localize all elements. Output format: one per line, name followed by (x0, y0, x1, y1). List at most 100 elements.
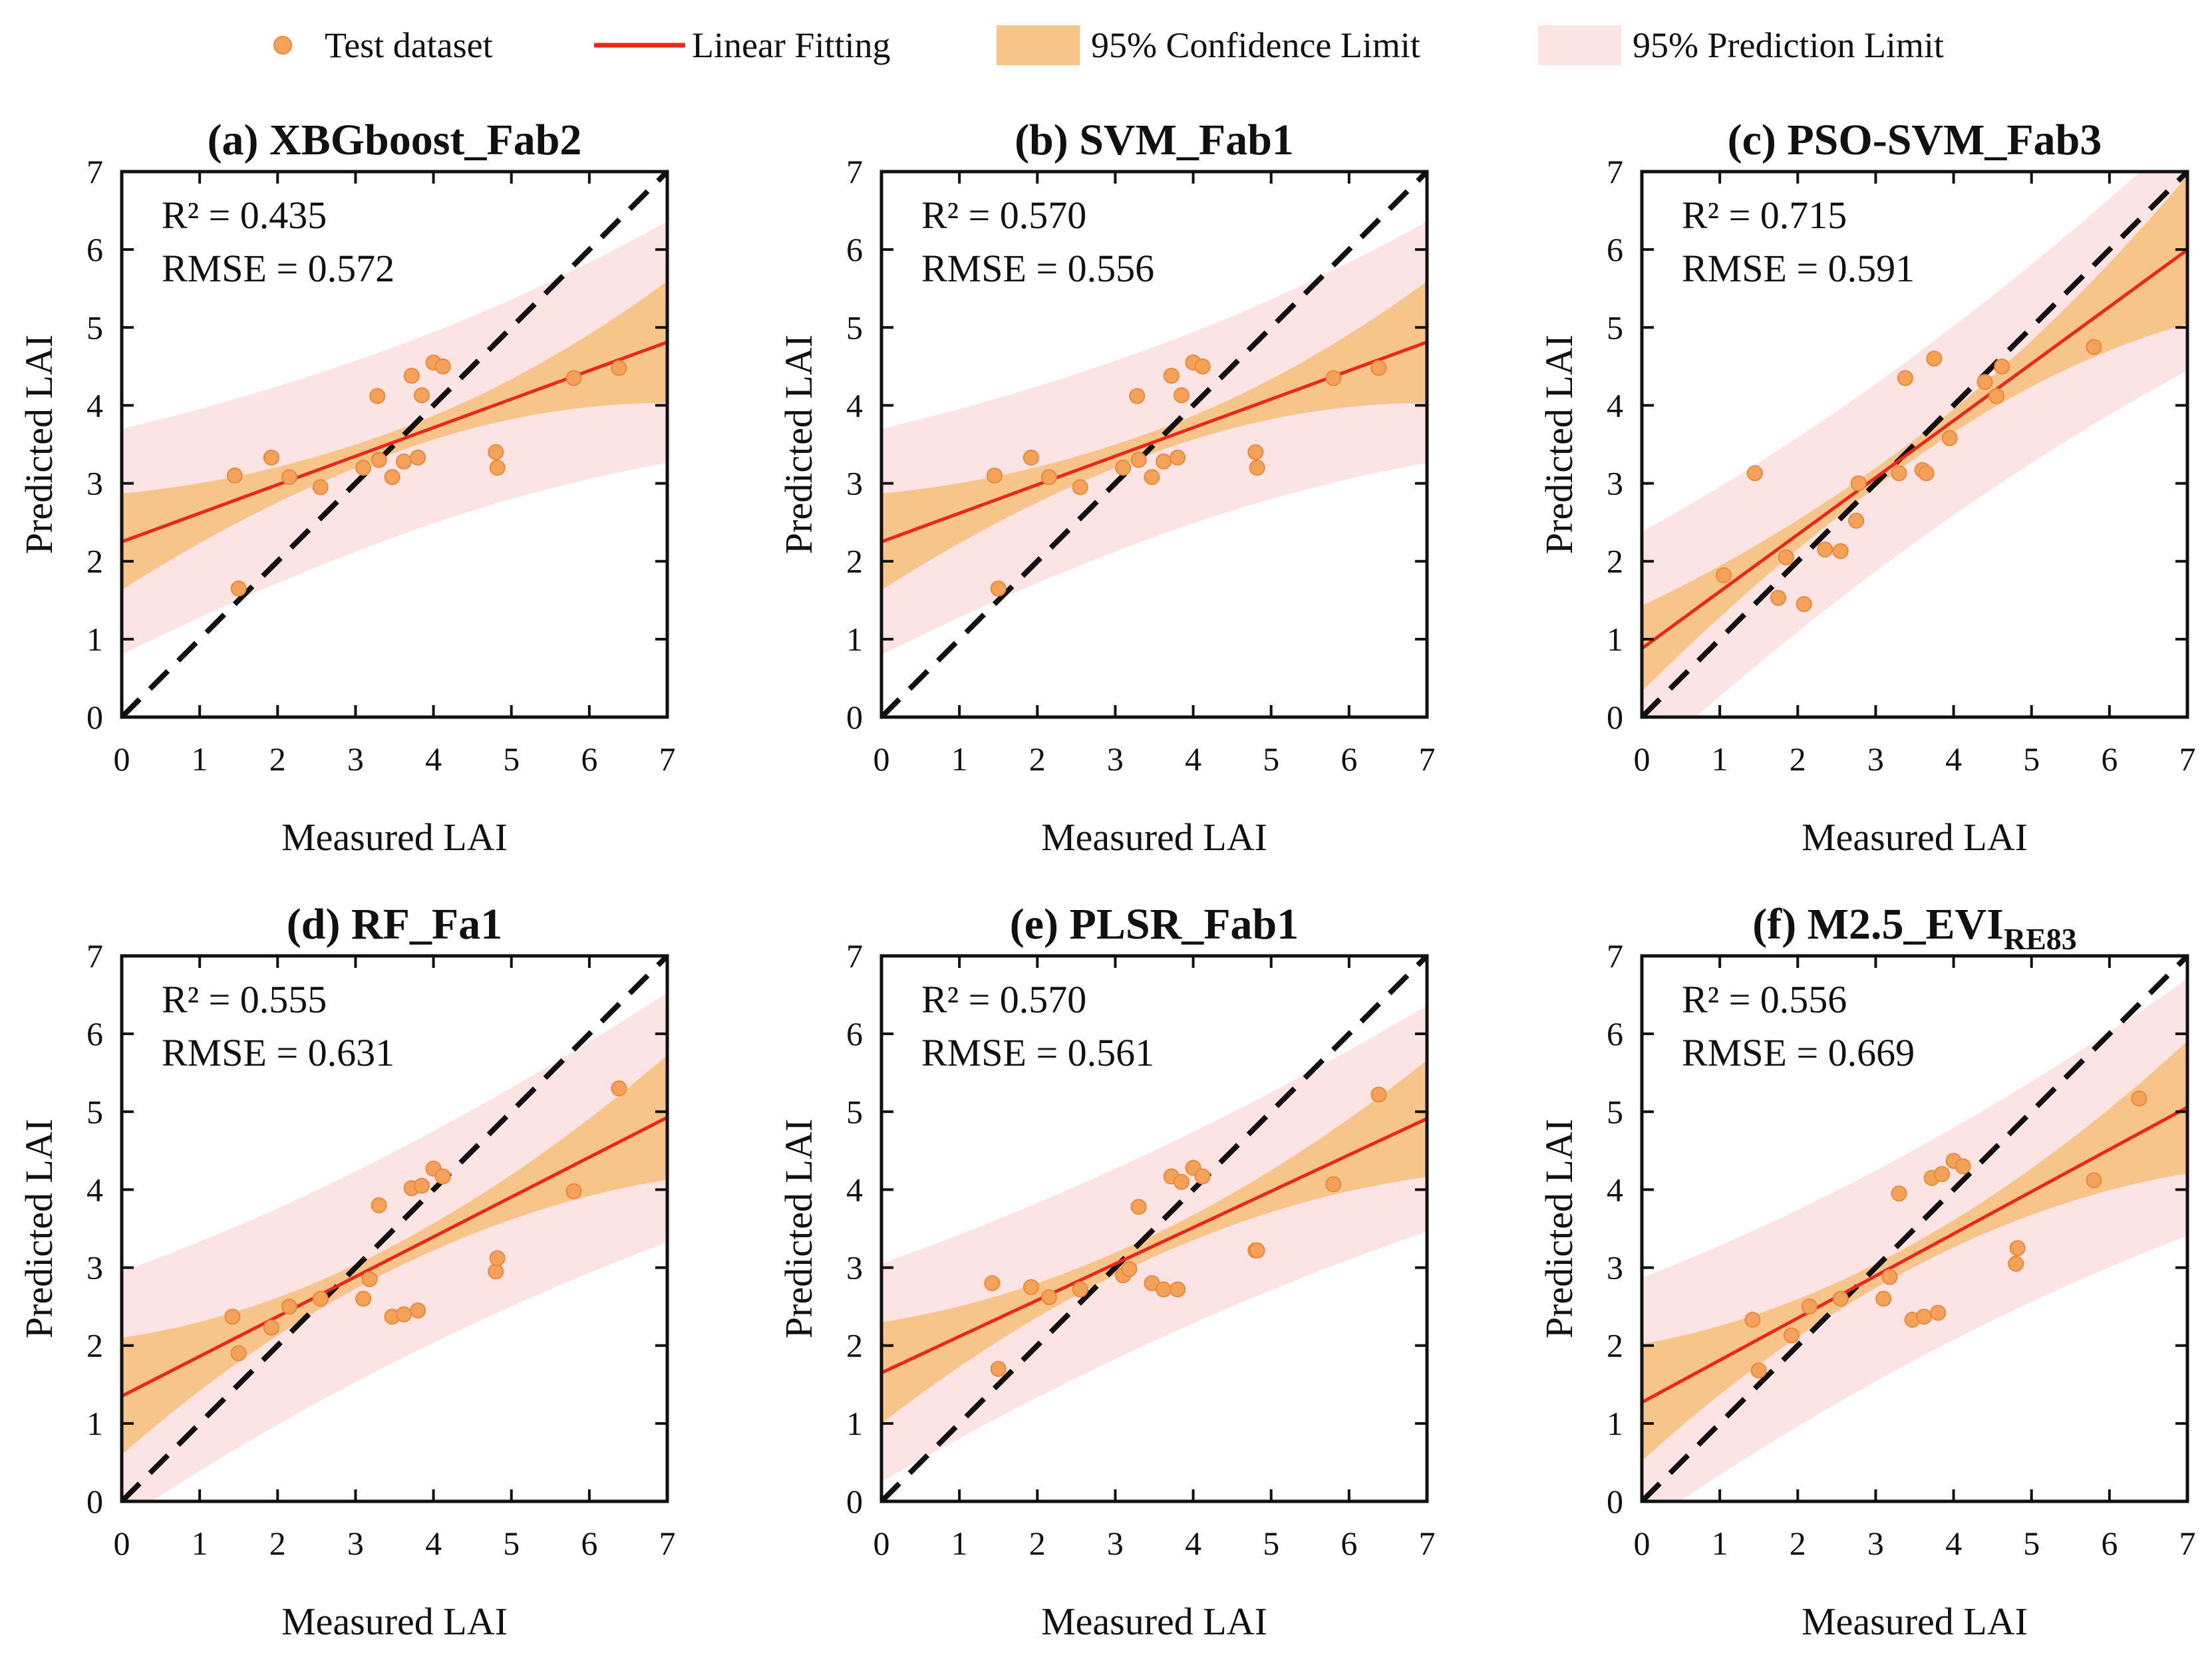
plot-frame (879, 170, 1429, 719)
rmse-annotation: RMSE = 0.669 (1682, 1031, 1915, 1074)
panel-4: 00 1 1 2 2 3 3 4 4 5 5 6 6 7 7 Measured LAI Predicted LA… (17, 900, 676, 1643)
data-point (1174, 387, 1189, 404)
panel-title-subscript: RE83 (2004, 922, 2077, 956)
panel-1: 00 1 1 2 2 3 3 4 4 5 5 6 6 7 7 Measured LAI Predicted LA… (17, 116, 676, 859)
rmse-annotation: RMSE = 0.572 (162, 247, 395, 290)
legend-point-marker (273, 36, 292, 55)
y-tick-label: 0 (1607, 698, 1623, 736)
data-point (1891, 465, 1907, 482)
y-tick-label: 3 (846, 465, 863, 502)
data-point (1801, 1298, 1817, 1315)
data-point (1875, 1290, 1892, 1307)
x-tick-label: 4 (1185, 740, 1201, 778)
x-tick-label: 2 (1029, 740, 1046, 778)
x-tick-label: 5 (503, 740, 520, 778)
rmse-annotation: RMSE = 0.631 (162, 1031, 395, 1074)
y-tick-label: 5 (86, 1093, 103, 1130)
x-tick-label: 6 (2101, 740, 2118, 778)
x-tick-label: 7 (1419, 740, 1436, 778)
data-point (2008, 1255, 2024, 1272)
data-point (281, 469, 297, 486)
x-tick-label: 4 (1185, 1525, 1201, 1562)
data-point (230, 1345, 247, 1362)
legend-label-prediction: 95% Prediction Limit (1633, 25, 1944, 65)
y-tick-label: 6 (846, 231, 863, 268)
one-to-one-line (1642, 172, 2187, 717)
legend-prediction-swatch (1538, 25, 1621, 65)
x-tick-label: 6 (581, 1525, 597, 1562)
x-tick-label: 2 (269, 740, 286, 778)
rmse-annotation: RMSE = 0.556 (921, 247, 1154, 290)
plot-frame (1640, 954, 2189, 1503)
x-tick-label: 1 (192, 740, 208, 778)
data-point (410, 1302, 426, 1318)
data-point (1934, 1166, 1950, 1182)
data-point (1170, 1281, 1186, 1298)
x-tick-label: 0 (1634, 1525, 1651, 1562)
data-point (489, 460, 506, 476)
data-point (489, 1250, 506, 1267)
x-tick-label: 7 (2179, 1525, 2196, 1562)
x-tick-label: 3 (1107, 1525, 1124, 1562)
data-point (1778, 549, 1794, 565)
data-point (1770, 589, 1786, 606)
x-tick-label: 3 (1867, 1525, 1884, 1562)
x-tick-label: 3 (1867, 740, 1884, 778)
x-tick-label: 7 (1419, 1525, 1436, 1562)
data-point (986, 467, 1003, 484)
x-axis-label: Measured LAI (1802, 816, 2028, 859)
y-tick-label: 1 (86, 1405, 103, 1442)
data-point (396, 1306, 412, 1322)
y-tick-label: 1 (86, 621, 103, 658)
r2-annotation: R² = 0.435 (162, 194, 327, 237)
data-point (611, 1080, 627, 1097)
x-tick-label: 3 (347, 740, 364, 778)
y-tick-label: 3 (1607, 1249, 1623, 1287)
plot-area (881, 172, 1427, 717)
y-tick-label: 6 (86, 231, 103, 268)
y-tick-label: 3 (1607, 465, 1623, 502)
data-point (1850, 475, 1867, 492)
y-axis-label: Predicted LAI (1537, 1119, 1581, 1338)
confidence-band (881, 1060, 1427, 1424)
one-to-one-line (122, 956, 667, 1501)
x-tick-label: 5 (2023, 1525, 2040, 1562)
x-tick-label: 7 (659, 740, 676, 778)
plot-frame (1640, 170, 2189, 719)
y-tick-label: 7 (86, 153, 103, 190)
data-point (1817, 541, 1833, 558)
data-point (1325, 1176, 1342, 1193)
data-point (1121, 1261, 1138, 1277)
x-tick-label: 0 (1634, 740, 1651, 778)
x-tick-label: 4 (425, 1525, 442, 1562)
data-point (1072, 479, 1088, 496)
x-tick-label: 4 (425, 740, 442, 778)
y-tick-label: 1 (1607, 621, 1623, 658)
plot-area (1642, 172, 2187, 717)
data-point (1194, 1168, 1211, 1185)
y-tick-label: 0 (846, 698, 863, 736)
data-point (355, 460, 372, 476)
x-tick-label: 6 (1341, 740, 1357, 778)
confidence-band (1642, 1041, 2187, 1461)
data-point (226, 467, 243, 484)
y-tick-label: 3 (846, 1249, 863, 1287)
one-to-one-line (881, 956, 1427, 1501)
panel-title: (d) RF_Fa1 (287, 900, 502, 949)
fit-line (1642, 248, 2187, 650)
panel-title: (b) SVM_Fab1 (1015, 116, 1294, 164)
y-axis-label: Predicted LAI (1537, 335, 1581, 554)
data-point (312, 479, 329, 496)
x-tick-label: 5 (2023, 740, 2040, 778)
r2-annotation: R² = 0.555 (162, 978, 327, 1021)
data-point (1746, 465, 1763, 482)
data-point (1783, 1327, 1800, 1344)
y-tick-label: 5 (1607, 309, 1623, 346)
data-point (1156, 453, 1172, 470)
x-tick-label: 6 (581, 740, 597, 778)
rmse-annotation: RMSE = 0.591 (1682, 247, 1915, 290)
data-point (1744, 1312, 1761, 1328)
x-axis-label: Measured LAI (1041, 816, 1267, 859)
confidence-band (1642, 176, 2187, 692)
